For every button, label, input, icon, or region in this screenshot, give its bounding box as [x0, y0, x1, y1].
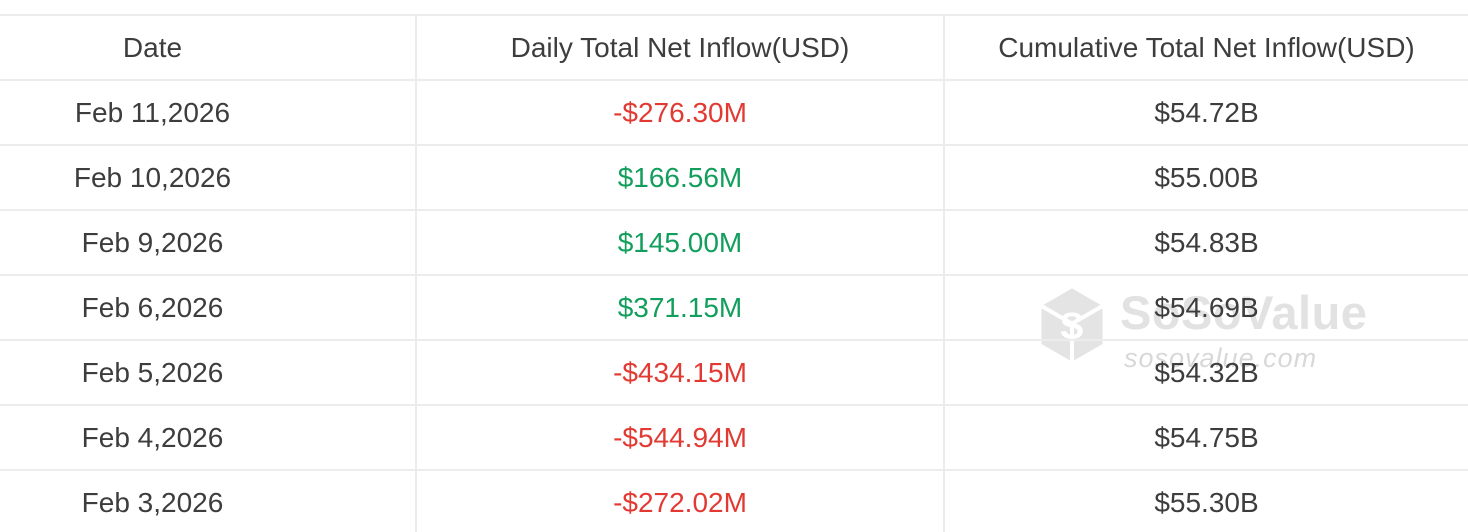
date-cell: Feb 10,2026 — [0, 146, 417, 209]
column-header-date: Date — [0, 16, 417, 79]
cumulative-inflow-value: $55.00B — [1154, 161, 1259, 193]
daily-inflow-value: -$272.02M — [613, 486, 747, 518]
daily-inflow-cell: -$544.94M — [417, 406, 945, 469]
date-value: Feb 11,2026 — [74, 96, 231, 128]
date-cell: Feb 11,2026 — [0, 81, 417, 144]
table-row: Feb 4,2026 -$544.94M $54.75B — [0, 406, 1468, 471]
daily-inflow-value: -$544.94M — [613, 421, 747, 453]
date-value: Feb 6,2026 — [81, 291, 224, 323]
cumulative-inflow-value: $54.72B — [1154, 96, 1259, 128]
cumulative-inflow-value: $54.32B — [1154, 356, 1259, 388]
date-value: Feb 4,2026 — [81, 421, 224, 453]
daily-inflow-cell: $371.15M — [417, 276, 945, 339]
cumulative-inflow-value: $54.69B — [1154, 291, 1259, 323]
date-cell: Feb 3,2026 — [0, 471, 417, 532]
date-value: Feb 9,2026 — [81, 226, 224, 258]
cumulative-inflow-cell: $55.00B — [945, 146, 1468, 209]
daily-inflow-value: $371.15M — [617, 291, 743, 323]
daily-inflow-value: $166.56M — [617, 161, 743, 193]
date-cell: Feb 9,2026 — [0, 211, 417, 274]
date-cell: Feb 5,2026 — [0, 341, 417, 404]
daily-inflow-cell: -$434.15M — [417, 341, 945, 404]
table-row: Feb 3,2026 -$272.02M $55.30B — [0, 471, 1468, 532]
cumulative-inflow-cell: $54.72B — [945, 81, 1468, 144]
daily-inflow-cell: $145.00M — [417, 211, 945, 274]
daily-inflow-value: -$434.15M — [613, 356, 747, 388]
cumulative-inflow-cell: $54.83B — [945, 211, 1468, 274]
cumulative-inflow-value: $54.75B — [1154, 421, 1259, 453]
daily-inflow-cell: -$272.02M — [417, 471, 945, 532]
table-row: Feb 9,2026 $145.00M $54.83B — [0, 211, 1468, 276]
table-header-row: Date Daily Total Net Inflow(USD) Cumulat… — [0, 16, 1468, 81]
daily-inflow-cell: $166.56M — [417, 146, 945, 209]
daily-inflow-cell: -$276.30M — [417, 81, 945, 144]
table-row: Feb 6,2026 $371.15M $54.69B — [0, 276, 1468, 341]
table-row: Feb 5,2026 -$434.15M $54.32B — [0, 341, 1468, 406]
daily-inflow-value: $145.00M — [617, 226, 743, 258]
date-value: Feb 10,2026 — [73, 161, 232, 193]
table-row: Feb 11,2026 -$276.30M $54.72B — [0, 81, 1468, 146]
cumulative-inflow-value: $55.30B — [1154, 486, 1259, 518]
date-value: Feb 3,2026 — [81, 486, 224, 518]
table-body: Feb 11,2026 -$276.30M $54.72B Feb 10,202… — [0, 81, 1468, 532]
cumulative-inflow-value: $54.83B — [1154, 226, 1259, 258]
daily-inflow-value: -$276.30M — [613, 96, 747, 128]
table-row: Feb 10,2026 $166.56M $55.00B — [0, 146, 1468, 211]
cumulative-inflow-cell: $54.69B — [945, 276, 1468, 339]
etf-flow-table: Date Daily Total Net Inflow(USD) Cumulat… — [0, 14, 1468, 532]
cumulative-inflow-cell: $55.30B — [945, 471, 1468, 532]
cumulative-inflow-cell: $54.75B — [945, 406, 1468, 469]
cumulative-inflow-cell: $54.32B — [945, 341, 1468, 404]
date-cell: Feb 4,2026 — [0, 406, 417, 469]
date-cell: Feb 6,2026 — [0, 276, 417, 339]
column-header-cumulative-inflow: Cumulative Total Net Inflow(USD) — [998, 31, 1415, 63]
column-header-daily-inflow: Daily Total Net Inflow(USD) — [417, 16, 945, 79]
date-value: Feb 5,2026 — [81, 356, 224, 388]
